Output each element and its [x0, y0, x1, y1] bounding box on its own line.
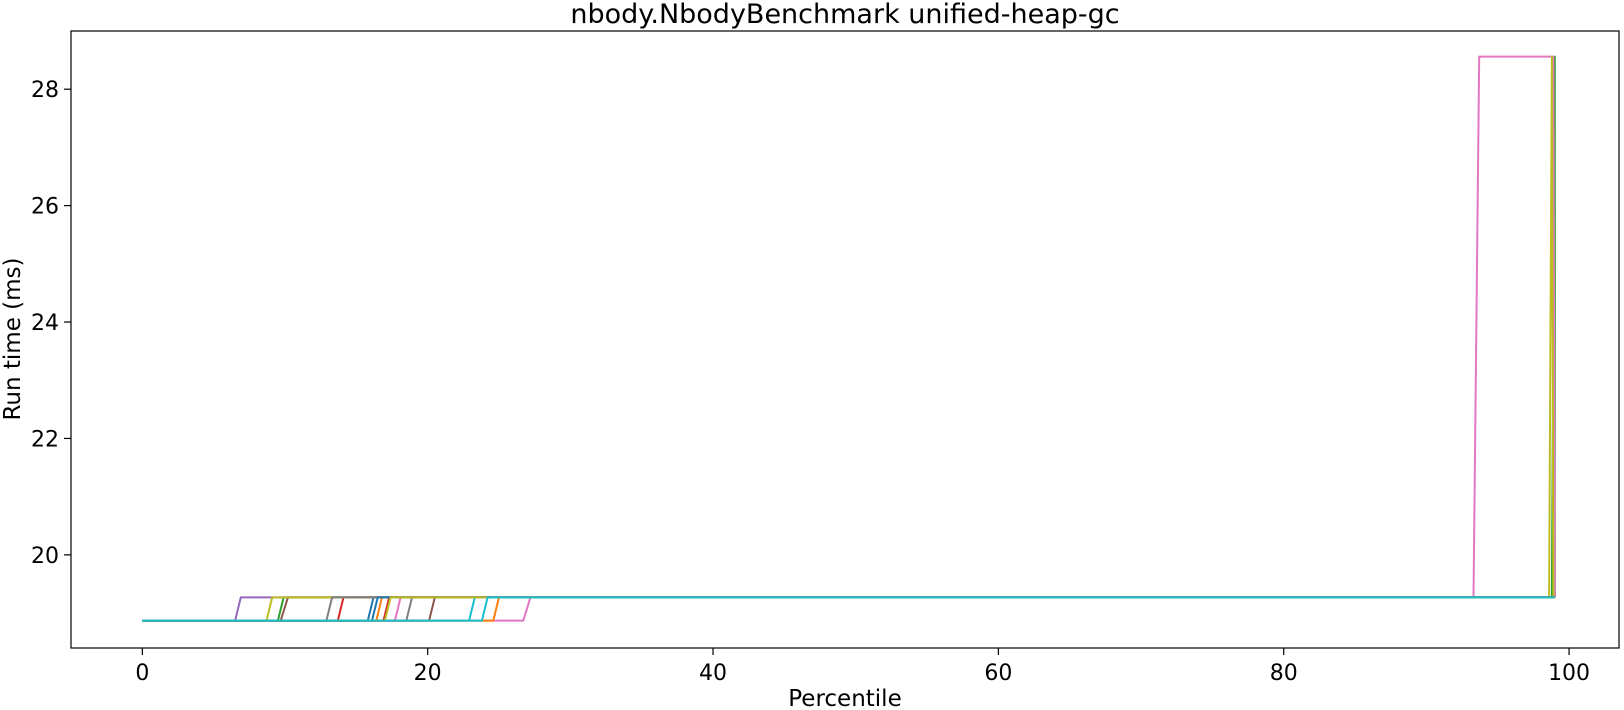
- y-tick-label: 28: [31, 78, 59, 103]
- y-tick-label: 22: [31, 427, 59, 452]
- series-line-11: [142, 596, 1555, 622]
- series-line-7: [142, 55, 1556, 622]
- series-line-15: [142, 596, 1555, 622]
- series-line-16: [142, 596, 1555, 622]
- x-tick-label: 20: [414, 661, 442, 686]
- series-line-6: [142, 596, 1555, 622]
- x-tick-label: 0: [135, 661, 149, 686]
- series-line-3: [142, 55, 1556, 622]
- plot-frame: [70, 30, 1620, 649]
- series-line-10: [142, 596, 1555, 622]
- series-line-8: [142, 596, 1555, 622]
- series-line-2: [142, 596, 1555, 622]
- series-line-17: [142, 596, 1555, 622]
- y-axis-ticks: 20 22 24 26 28: [31, 78, 71, 569]
- x-tick-label: 40: [699, 661, 727, 686]
- y-tick-label: 20: [31, 544, 59, 569]
- series-line-18: [142, 596, 1555, 622]
- series-line-13: [142, 596, 1555, 622]
- series-line-12: [142, 596, 1555, 622]
- series-line-9: [142, 55, 1555, 622]
- x-tick-label: 80: [1270, 661, 1298, 686]
- series-layer: [142, 55, 1556, 622]
- y-axis-label: Run time (ms): [0, 257, 26, 420]
- series-line-1: [142, 596, 1555, 622]
- series-line-14: [142, 596, 1555, 622]
- series-line-5: [142, 596, 1555, 622]
- x-axis-ticks: 0 20 40 60 80 100: [135, 648, 1590, 686]
- series-line-4: [142, 596, 1555, 622]
- chart-title: nbody.NbodyBenchmark unified-heap-gc: [570, 0, 1119, 30]
- y-tick-label: 26: [31, 195, 59, 220]
- x-tick-label: 60: [984, 661, 1012, 686]
- y-tick-label: 24: [31, 311, 59, 336]
- x-tick-label: 100: [1548, 661, 1590, 686]
- x-axis-label: Percentile: [788, 686, 901, 710]
